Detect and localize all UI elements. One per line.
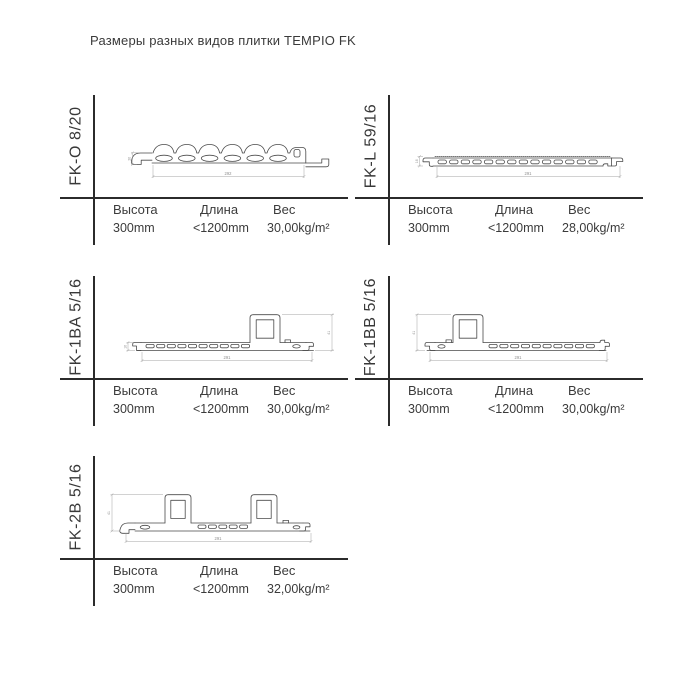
profile-drawing-fk-1bb-5-16: 291 41 — [412, 313, 610, 363]
dimension-label-length: 291 — [525, 171, 533, 176]
column-header-height: Высота — [113, 202, 158, 217]
profile-drawing-fk-l-59-16: 291 16 — [415, 154, 624, 179]
value-height: 300mm — [113, 221, 155, 235]
value-length: <1200mm — [488, 221, 544, 235]
vertical-divider — [388, 276, 390, 426]
column-header-height: Высота — [408, 383, 453, 398]
horizontal-divider — [355, 197, 643, 199]
dimension-label-height: 41 — [327, 331, 331, 335]
dimension-label-length: 291 — [515, 355, 523, 360]
panel-label: FK-L 59/16 — [362, 103, 380, 189]
column-header-weight: Вес — [273, 202, 296, 217]
column-header-length: Длина — [495, 383, 534, 398]
profile-drawing-fk-1ba-5-16: 291 16 41 — [123, 313, 334, 363]
value-weight: 30,00kg/m² — [562, 402, 625, 416]
value-weight: 28,00kg/m² — [562, 221, 625, 235]
profile-drawing-fk-2b-5-16: 291 41 — [107, 493, 313, 544]
column-header-height: Высота — [113, 383, 158, 398]
vertical-divider — [388, 95, 390, 245]
column-header-length: Длина — [495, 202, 534, 217]
dimension-label-height: 41 — [107, 511, 111, 515]
horizontal-divider — [60, 558, 348, 560]
panel-fk-1bb-5-16: FK-1BB 5/16 291 41 Высо — [355, 276, 647, 440]
column-header-weight: Вес — [568, 383, 591, 398]
dimension-label-height: 20 — [128, 157, 132, 161]
column-header-length: Длина — [200, 202, 239, 217]
column-header-weight: Вес — [273, 383, 296, 398]
column-header-length: Длина — [200, 563, 239, 578]
column-header-height: Высота — [113, 563, 158, 578]
value-length: <1200mm — [193, 221, 249, 235]
panel-label: FK-2B 5/16 — [67, 463, 85, 551]
horizontal-divider — [355, 378, 643, 380]
horizontal-divider — [60, 197, 348, 199]
dimension-label-length: 291 — [224, 355, 232, 360]
value-height: 300mm — [113, 402, 155, 416]
dimension-label-height: 41 — [412, 331, 416, 335]
panel-fk-2b-5-16: FK-2B 5/16 291 41 — [60, 456, 352, 620]
value-length: <1200mm — [193, 402, 249, 416]
value-length: <1200mm — [488, 402, 544, 416]
panel-label-area: FK-1BB 5/16 — [355, 276, 388, 378]
column-header-weight: Вес — [273, 563, 296, 578]
profile-drawing-fk-o-8-20: 292 20 — [128, 144, 330, 179]
panel-label-area: FK-2B 5/16 — [60, 456, 93, 558]
value-height: 300mm — [408, 221, 450, 235]
value-height: 300mm — [408, 402, 450, 416]
column-header-height: Высота — [408, 202, 453, 217]
vertical-divider — [93, 456, 95, 606]
value-weight: 30,00kg/m² — [267, 221, 330, 235]
vertical-divider — [93, 95, 95, 245]
panel-fk-1ba-5-16: FK-1BA 5/16 291 16 — [60, 276, 352, 440]
value-length: <1200mm — [193, 582, 249, 596]
panel-label-area: FK-1BA 5/16 — [60, 276, 93, 378]
dimension-label-height: 16 — [415, 159, 419, 163]
panel-label: FK-1BA 5/16 — [67, 278, 85, 376]
page-title: Размеры разных видов плитки TEMPIO FK — [90, 33, 356, 48]
panel-fk-o-8-20: FK-O 8/20 292 20 Высота Длина Вес 300mm … — [60, 95, 352, 259]
dimension-label-thickness: 16 — [123, 345, 127, 349]
value-weight: 32,00kg/m² — [267, 582, 330, 596]
panel-label: FK-O 8/20 — [67, 106, 85, 186]
dimension-label-length: 291 — [215, 536, 223, 541]
horizontal-divider — [60, 378, 348, 380]
panel-label-area: FK-O 8/20 — [60, 95, 93, 197]
value-height: 300mm — [113, 582, 155, 596]
value-weight: 30,00kg/m² — [267, 402, 330, 416]
column-header-weight: Вес — [568, 202, 591, 217]
panel-fk-l-59-16: FK-L 59/16 291 16 Высота — [355, 95, 647, 259]
column-header-length: Длина — [200, 383, 239, 398]
panel-label: FK-1BB 5/16 — [362, 277, 380, 377]
panel-label-area: FK-L 59/16 — [355, 95, 388, 197]
dimension-label-length: 292 — [225, 171, 233, 176]
vertical-divider — [93, 276, 95, 426]
